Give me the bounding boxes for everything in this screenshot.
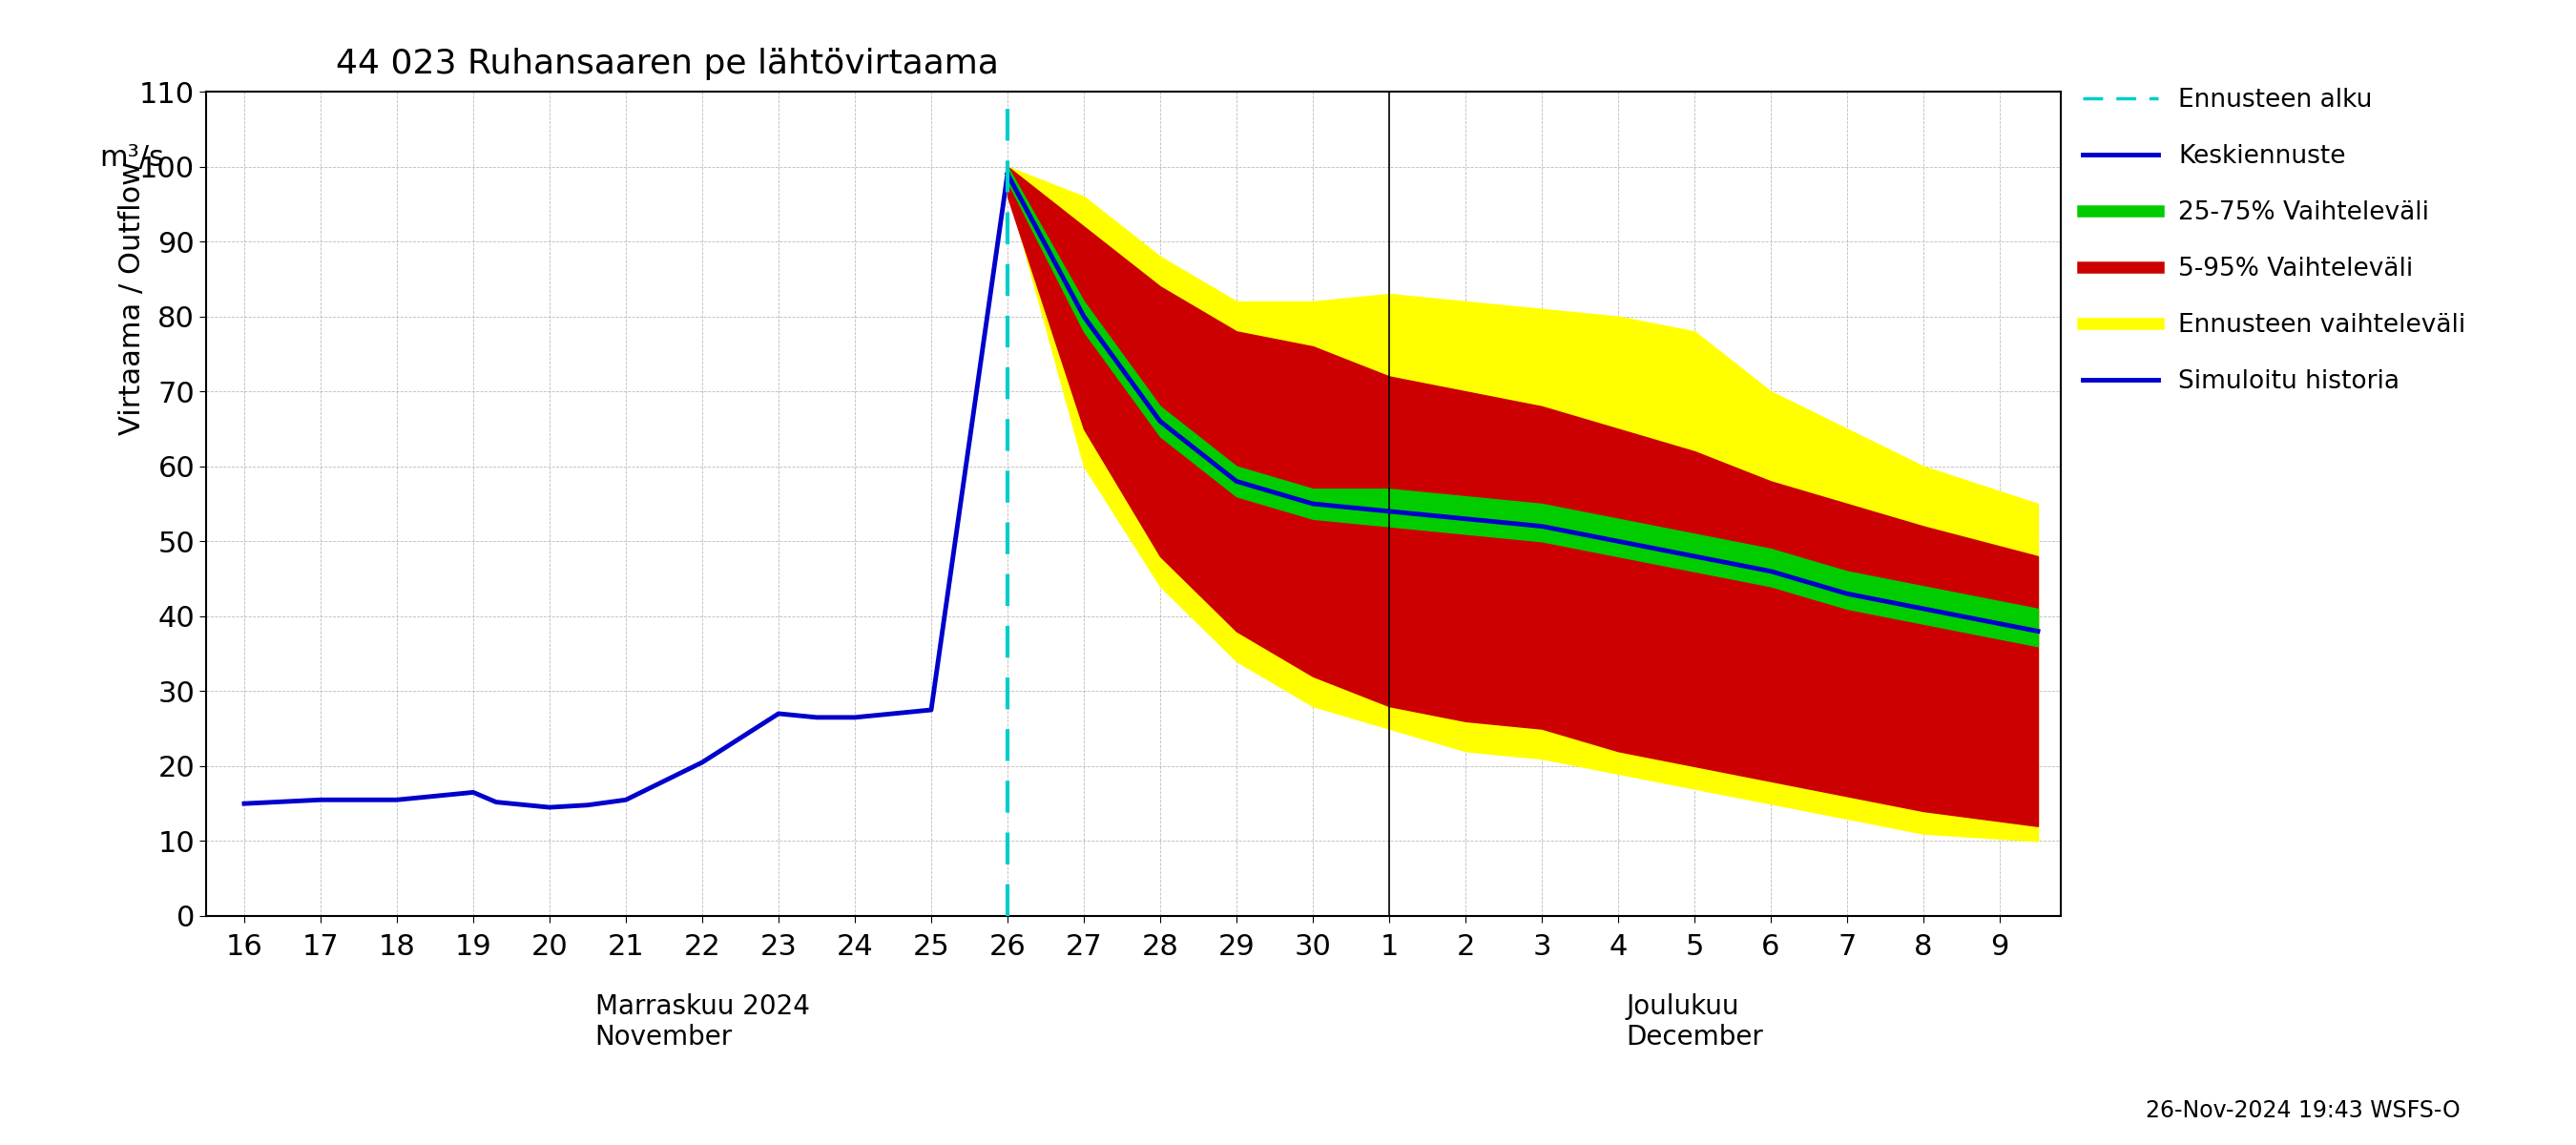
Legend: Ennusteen alku, Keskiennuste, 25-75% Vaihteleväli, 5-95% Vaihteleväli, Ennusteen: Ennusteen alku, Keskiennuste, 25-75% Vai…: [2081, 88, 2465, 394]
Text: 26-Nov-2024 19:43 WSFS-O: 26-Nov-2024 19:43 WSFS-O: [2146, 1099, 2460, 1122]
Text: Marraskuu 2024
November: Marraskuu 2024 November: [595, 993, 809, 1050]
Text: m³/s: m³/s: [100, 144, 165, 172]
Text: 44 023 Ruhansaaren pe lähtövirtaama: 44 023 Ruhansaaren pe lähtövirtaama: [335, 47, 999, 80]
Text: Virtaama / Outflow: Virtaama / Outflow: [118, 160, 147, 435]
Text: Joulukuu
December: Joulukuu December: [1625, 993, 1762, 1050]
